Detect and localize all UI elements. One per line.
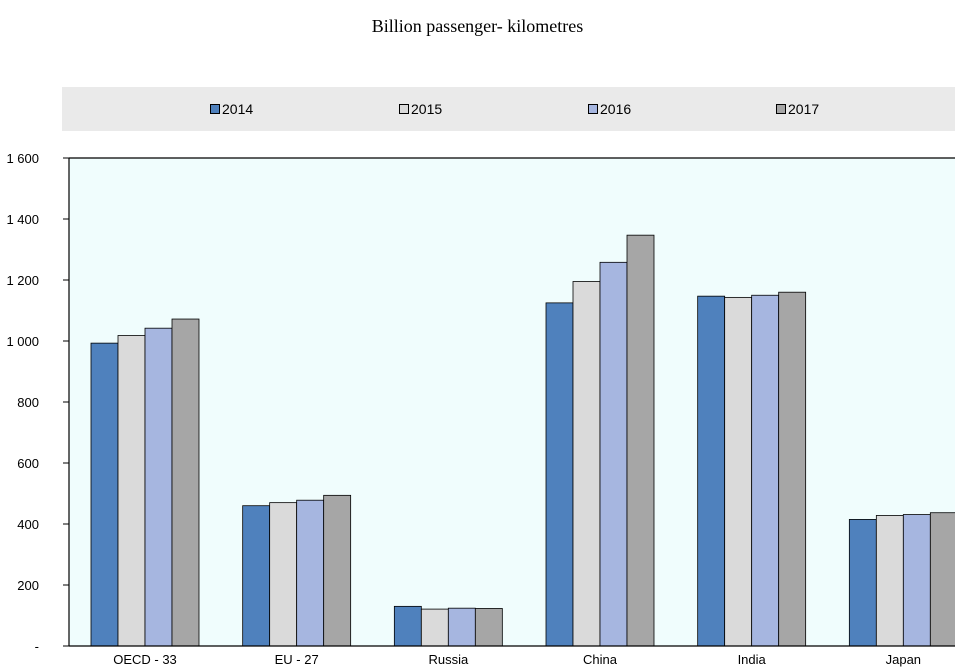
bar-2015-oecd-33 [117, 335, 146, 647]
legend-swatch-2014 [210, 104, 220, 114]
y-tick-label: - [35, 639, 39, 654]
bar-2016-india [751, 294, 780, 647]
bar-2016-oecd-33 [144, 327, 173, 647]
bar-2015-china [572, 281, 601, 647]
x-tick-label: Russia [428, 652, 469, 667]
bar-2014-eu-27 [242, 505, 271, 647]
legend-swatch-2015 [399, 104, 409, 114]
bar-2015-japan [875, 515, 904, 647]
legend-item-2015: 2015 [399, 101, 442, 117]
legend-label-2016: 2016 [600, 101, 632, 117]
bar-2015-india [724, 296, 753, 647]
bar-2017-japan [929, 512, 955, 647]
x-tick-label: Japan [886, 652, 921, 667]
legend-label-2015: 2015 [411, 101, 443, 117]
legend-label-2014: 2014 [222, 101, 254, 117]
bar-2017-eu-27 [323, 494, 352, 647]
y-tick-label: 600 [17, 456, 39, 471]
bar-2014-russia [393, 605, 422, 647]
y-tick-label: 1 400 [6, 212, 39, 227]
y-tick-label: 800 [17, 395, 39, 410]
x-tick-label: China [583, 652, 618, 667]
legend: 2014 2015 2016 2017 [62, 87, 955, 131]
y-tick-label: 1 600 [6, 151, 39, 166]
bar-2014-china [545, 302, 574, 647]
bar-2017-india [778, 291, 807, 647]
y-tick-label: 1 200 [6, 273, 39, 288]
legend-item-2016: 2016 [588, 101, 631, 117]
bar-2017-russia [474, 608, 503, 647]
legend-item-2014: 2014 [210, 101, 253, 117]
bar-2017-china [626, 234, 655, 647]
bar-2016-japan [902, 514, 931, 647]
bar-2015-russia [420, 608, 449, 647]
x-tick-label: EU - 27 [275, 652, 319, 667]
bar-2015-eu-27 [269, 502, 298, 647]
y-tick-label: 400 [17, 517, 39, 532]
y-tick-label: 200 [17, 578, 39, 593]
bar-2017-oecd-33 [171, 318, 200, 647]
plot-area [69, 158, 955, 646]
legend-swatch-2016 [588, 104, 598, 114]
bar-2016-russia [447, 607, 476, 647]
legend-swatch-2017 [776, 104, 786, 114]
legend-label-2017: 2017 [788, 101, 820, 117]
bar-2014-india [697, 295, 726, 647]
y-tick-label: 1 000 [6, 334, 39, 349]
x-tick-label: OECD - 33 [113, 652, 177, 667]
bar-2014-oecd-33 [90, 342, 119, 647]
bar-2014-japan [848, 519, 877, 647]
bar-2016-china [599, 261, 628, 647]
bar-2016-eu-27 [296, 499, 325, 647]
chart-title: Billion passenger- kilometres [371, 16, 584, 36]
x-tick-label: India [738, 652, 767, 667]
legend-item-2017: 2017 [776, 101, 819, 117]
